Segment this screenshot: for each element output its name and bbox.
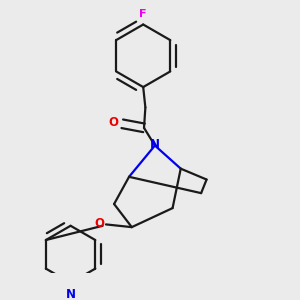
Text: O: O	[108, 116, 118, 129]
Text: F: F	[140, 9, 147, 19]
Text: N: N	[150, 138, 160, 151]
Text: O: O	[94, 217, 105, 230]
Text: N: N	[66, 288, 76, 300]
